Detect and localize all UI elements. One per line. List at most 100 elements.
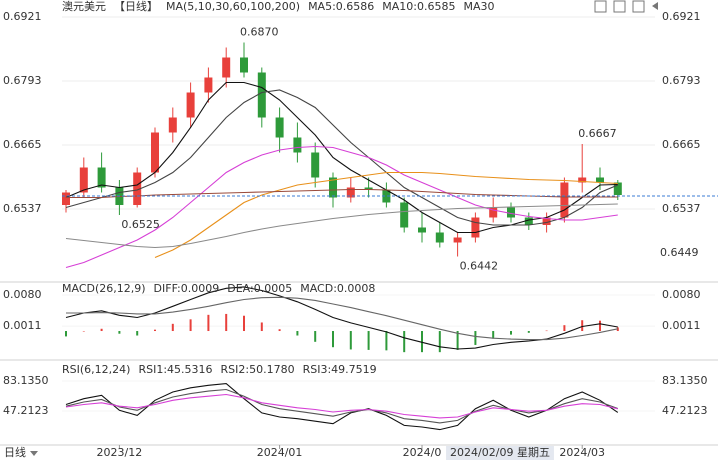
legend-entry: 澳元美元 <box>62 0 106 13</box>
histogram-bar <box>421 331 423 353</box>
histogram-bar <box>171 323 174 332</box>
histogram-bar <box>82 331 85 332</box>
candle-body <box>151 132 159 173</box>
candle-body <box>560 182 569 218</box>
icon[interactable] <box>594 0 607 13</box>
x-tick-label: 2024/0 <box>403 446 442 459</box>
histogram-bar <box>296 331 299 336</box>
candle-body <box>293 137 302 153</box>
histogram-bar <box>136 331 139 336</box>
line-series <box>65 89 619 226</box>
histogram-bar <box>349 331 352 350</box>
toolbar-icons[interactable] <box>594 0 658 13</box>
legend-entry: RSI3:49.7519 <box>303 363 377 376</box>
y-tick-label: 83.1350 <box>3 374 49 387</box>
candle-body <box>382 190 391 203</box>
candle-body <box>346 187 355 198</box>
icon[interactable] <box>632 0 645 13</box>
y-tick-label: 0.6665 <box>3 138 42 151</box>
line-series <box>65 393 618 419</box>
side-label: 0.6449 <box>660 246 699 259</box>
candle-body <box>524 217 533 225</box>
x-tick-label: 2024/01 <box>257 446 303 459</box>
legend-entry: MA10:0.6585 <box>382 0 455 13</box>
candle-body <box>257 72 266 118</box>
histogram-bar <box>510 331 512 335</box>
candle-body <box>489 207 498 218</box>
histogram-bar <box>367 331 370 350</box>
candle-body <box>507 207 515 218</box>
line-series <box>65 286 618 350</box>
histogram-bar <box>225 313 228 332</box>
histogram-bar <box>65 331 67 337</box>
histogram-bar <box>385 331 388 351</box>
crosshair-box <box>446 446 554 460</box>
histogram-bar <box>314 331 317 342</box>
line-series <box>66 188 618 199</box>
histogram-bar <box>456 331 459 350</box>
y-tick-label: 0.6537 <box>662 202 701 215</box>
candle-body <box>364 187 373 190</box>
histogram-bar <box>207 314 210 332</box>
y-tick-label: 47.2123 <box>662 404 708 417</box>
candle-body <box>97 167 106 188</box>
y-tick-label: 0.6921 <box>3 10 42 23</box>
line-series <box>65 145 618 269</box>
histogram-bar <box>278 329 281 332</box>
low-label: 0.6525 <box>121 218 159 231</box>
histogram-bar <box>527 331 530 333</box>
candle-body <box>204 77 213 93</box>
histogram-bar <box>474 331 477 345</box>
candle-body <box>418 227 426 233</box>
histogram-bar <box>100 328 103 332</box>
icon[interactable] <box>613 0 626 13</box>
y-tick-label: 47.2123 <box>3 404 49 417</box>
candle-body <box>453 237 462 243</box>
y-tick-label: 83.1350 <box>662 374 708 387</box>
candle-body <box>542 217 551 225</box>
candle-body <box>186 92 195 118</box>
candle-body <box>79 167 88 193</box>
y-tick-label: 0.6537 <box>3 202 42 215</box>
x-tick-label: 2023/12 <box>97 446 143 459</box>
y-tick-label: 0.0080 <box>3 288 42 301</box>
line-series <box>66 296 618 341</box>
histogram-bar <box>260 322 263 332</box>
y-tick-label: 0.0011 <box>3 319 42 332</box>
y-tick-label: 0.6793 <box>662 74 701 87</box>
legend-entry: MA30 <box>464 0 495 13</box>
histogram-bar <box>438 331 441 353</box>
histogram-bar <box>189 319 192 332</box>
candle-body <box>578 177 587 183</box>
period-button[interactable]: 日线 <box>4 445 26 459</box>
candle-body <box>596 177 604 183</box>
histogram-bar <box>154 329 156 332</box>
legend-entry: MACD:0.0008 <box>300 282 375 295</box>
histogram-bar <box>118 331 121 334</box>
candle-body <box>329 177 337 198</box>
line-series <box>65 203 618 249</box>
x-tick-label: 2024/03 <box>559 446 605 459</box>
candle-body <box>240 57 248 73</box>
candle-body <box>311 152 320 178</box>
candle-body <box>613 182 622 195</box>
high-label: 0.6667 <box>578 127 617 140</box>
candle-body <box>400 202 409 228</box>
histogram-bar <box>599 320 601 332</box>
line-series <box>65 81 618 234</box>
histogram-bar <box>332 331 334 348</box>
histogram-bar <box>492 331 495 339</box>
dropdown-arrow[interactable] <box>30 451 38 456</box>
legend-entry: DIFF:0.0009 <box>154 282 220 295</box>
low-label: 0.6442 <box>460 260 499 273</box>
candle-body <box>275 117 284 138</box>
legend-entry[interactable]: 【日线】 <box>114 0 158 13</box>
y-tick-label: 0.0011 <box>662 319 701 332</box>
line-series <box>154 171 618 259</box>
icon[interactable] <box>652 2 658 10</box>
candle-body <box>62 192 70 205</box>
y-tick-label: 0.6665 <box>662 138 701 151</box>
legend-entry: RSI(6,12,24) <box>62 363 130 376</box>
